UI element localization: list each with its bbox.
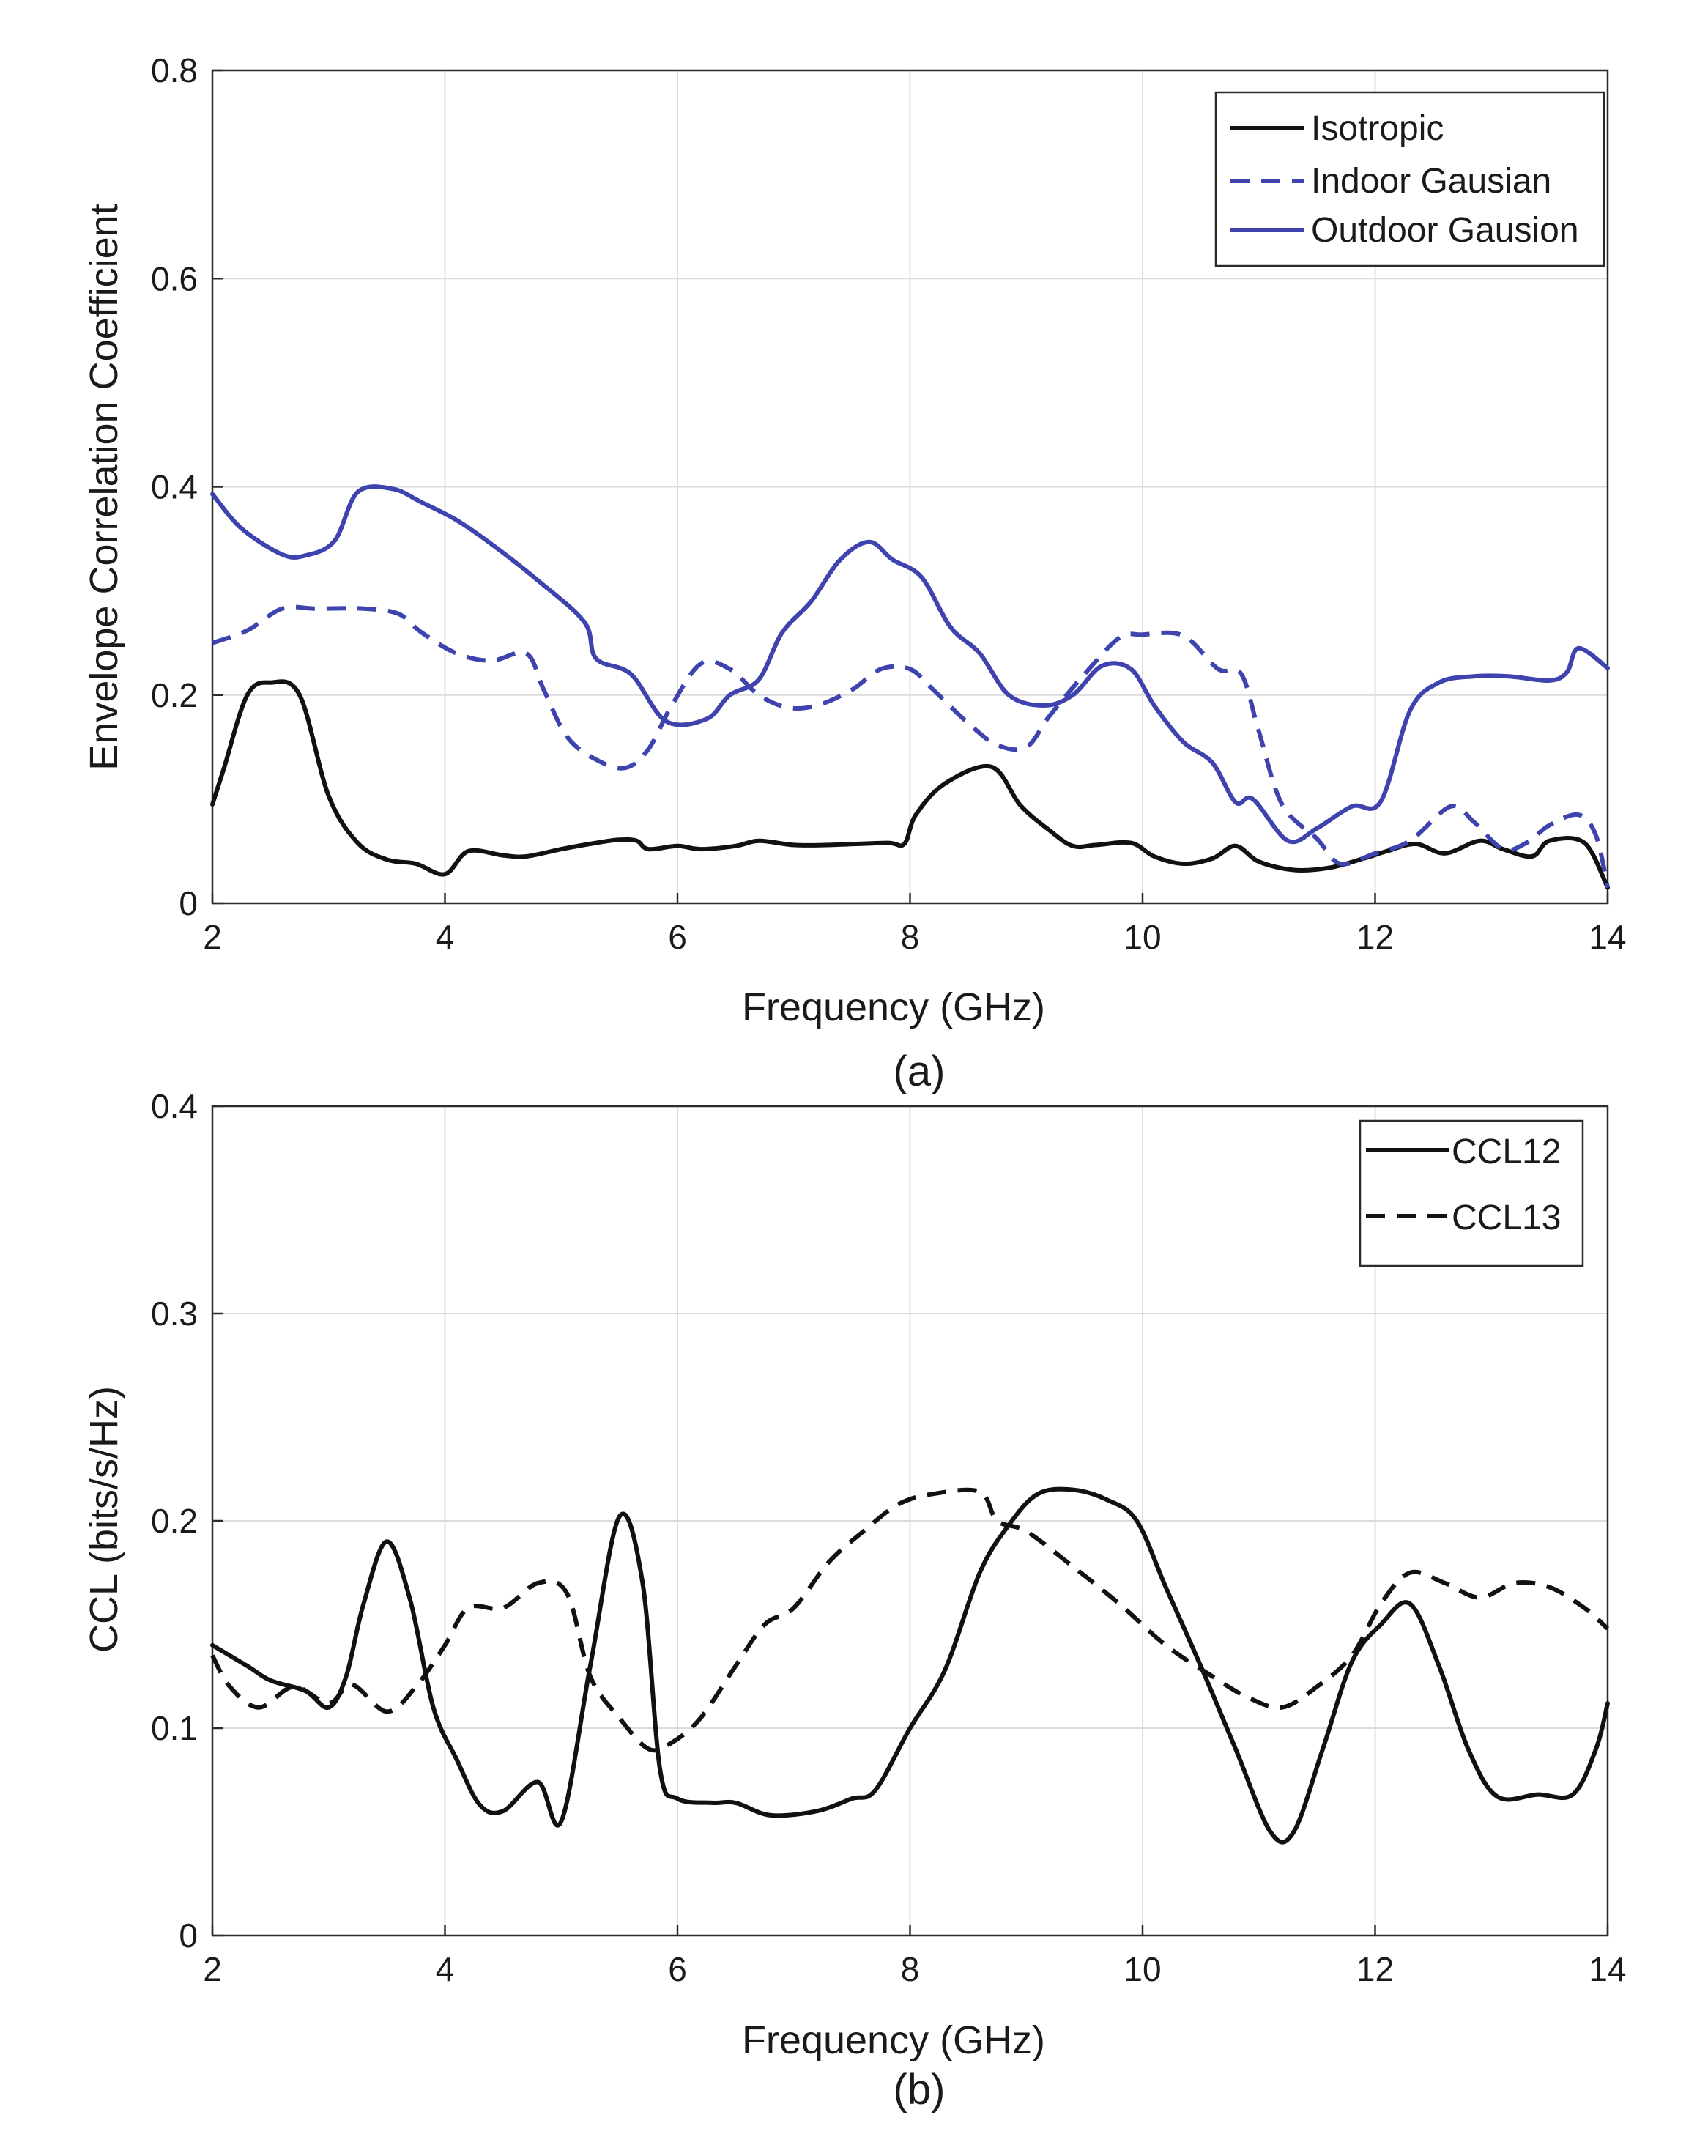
chart-a-ytick-label-1: 0.2 — [151, 676, 198, 714]
chart-a-xtick-label-1: 4 — [436, 918, 455, 956]
chart-b-ytick-label-3: 0.3 — [151, 1294, 198, 1333]
chart-a-xtick-label-5: 12 — [1356, 918, 1394, 956]
chart-b-legend-label-ccl12: CCL12 — [1452, 1133, 1561, 1171]
chart-a-series-indoor-gausian — [211, 604, 1610, 889]
chart-b-caption: (b) — [894, 2066, 946, 2114]
chart-a-xlabel: Frequency (GHz) — [742, 985, 1045, 1029]
chart-a-ytick-label-2: 0.4 — [151, 468, 198, 506]
chart-a-legend-box — [1214, 91, 1605, 267]
chart-b-ytick-label-4: 0.4 — [151, 1087, 198, 1125]
chart-b-xlabel: Frequency (GHz) — [742, 2018, 1045, 2062]
chart-b-series — [210, 1486, 1610, 1845]
chart-b-legend: CCL12 CCL13 — [1359, 1119, 1584, 1267]
chart-a-ytick-label-3: 0.6 — [151, 259, 198, 297]
chart-b-legend-box — [1359, 1119, 1584, 1267]
chart-b-ylabel: CCL (bits/s/Hz) — [82, 1386, 126, 1653]
chart-a-xtick-label-0: 2 — [203, 918, 222, 956]
chart-a-series — [210, 484, 1610, 890]
chart-b-legend-label-ccl13: CCL13 — [1452, 1199, 1561, 1237]
chart-b-ytick-label-0: 0 — [179, 1916, 198, 1955]
chart-b-ytick-label-2: 0.2 — [151, 1502, 198, 1540]
chart-b-xtick-label-2: 6 — [668, 1950, 687, 1988]
chart-a-xtick-label-6: 14 — [1589, 918, 1626, 956]
chart-a-legend: Isotropic Indoor Gausian Outdoor Gausion — [1214, 91, 1605, 267]
chart-a-legend-label-outdoor: Outdoor Gausion — [1311, 211, 1579, 250]
chart-b-ticks: 2 4 6 8 10 12 14 0 0.1 0.2 0.3 0.4 — [151, 1087, 1627, 1988]
chart-a-series-outdoor-gausion — [210, 484, 1610, 845]
chart-a-xtick-label-2: 6 — [668, 918, 687, 956]
chart-a-legend-label-isotropic: Isotropic — [1311, 109, 1444, 148]
chart-b-xtick-label-4: 10 — [1124, 1950, 1161, 1988]
chart-a-caption: (a) — [894, 1048, 946, 1095]
chart-a-legend-label-indoor: Indoor Gausian — [1311, 162, 1551, 201]
chart-a-xtick-label-4: 10 — [1124, 918, 1161, 956]
chart-b-xtick-label-5: 12 — [1356, 1950, 1394, 1988]
chart-b-xtick-label-0: 2 — [203, 1950, 222, 1988]
chart-a-ticks: 2 4 6 8 10 12 14 0 0.2 0.4 0.6 0.8 — [151, 51, 1627, 956]
chart-b-xtick-label-6: 14 — [1589, 1950, 1626, 1988]
chart-a-ytick-label-0: 0 — [179, 884, 198, 922]
chart-b-xtick-label-1: 4 — [436, 1950, 455, 1988]
chart-b-xtick-label-3: 8 — [901, 1950, 920, 1988]
chart-a-ytick-label-4: 0.8 — [151, 51, 198, 89]
chart-b-ytick-label-1: 0.1 — [151, 1709, 198, 1747]
chart-b-series-ccl13 — [210, 1487, 1610, 1753]
chart-a-xtick-label-3: 8 — [901, 918, 920, 956]
chart-a-ylabel: Envelope Correlation Coefficient — [82, 204, 126, 770]
